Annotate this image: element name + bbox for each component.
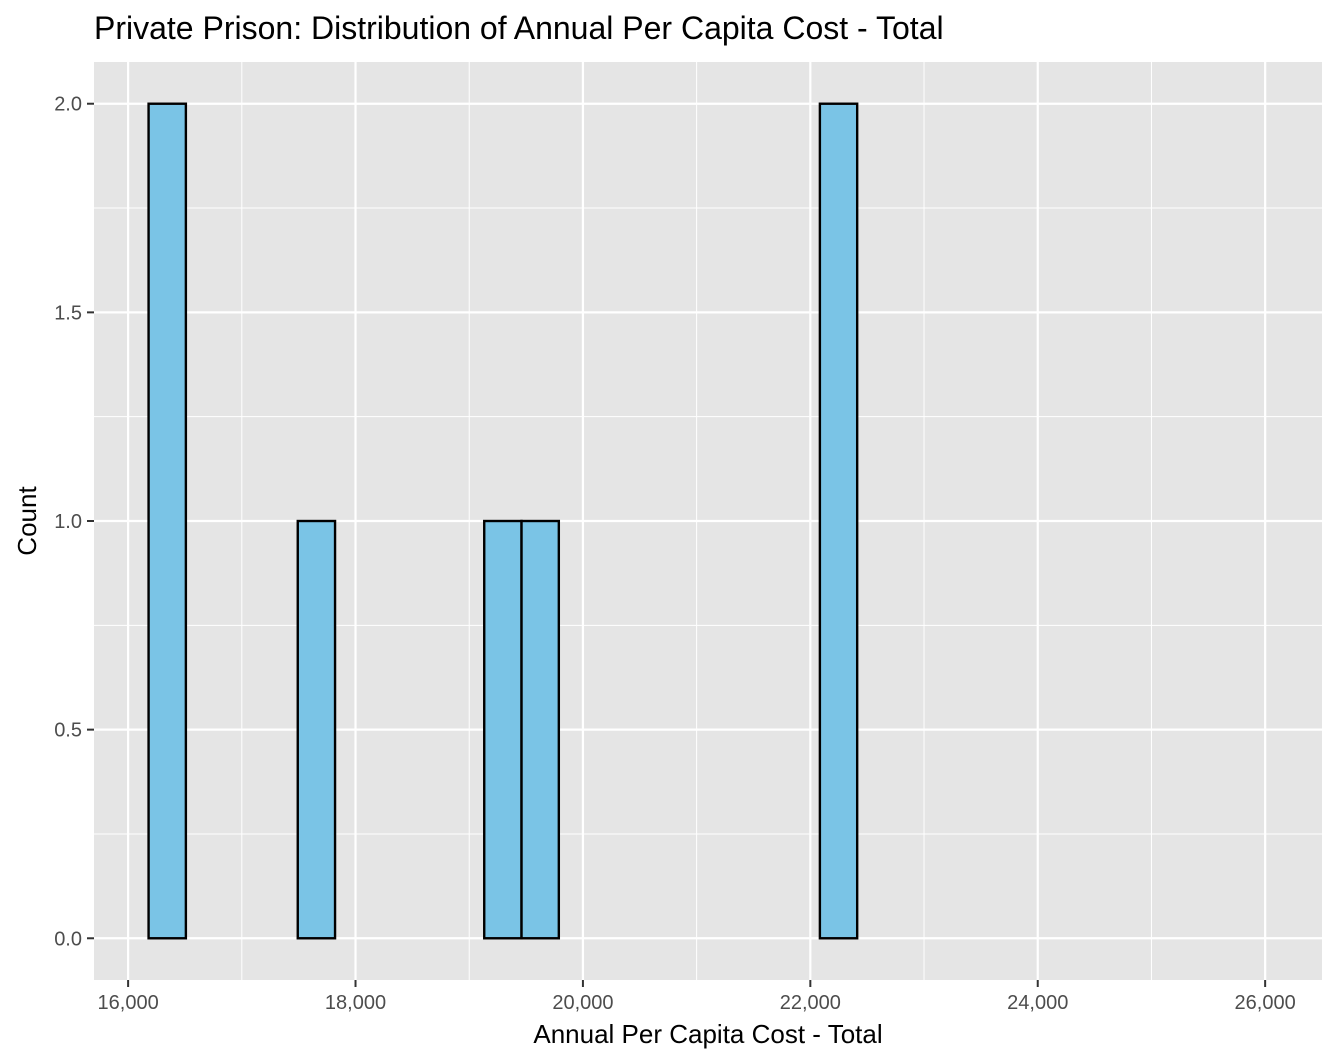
histogram-bars [147,102,859,940]
y-tick-label: 0.5 [54,720,82,742]
histogram-bar [818,102,859,940]
x-tick-label: 24,000 [1007,992,1068,1014]
y-tick-label: 0.0 [54,928,82,950]
y-tick-label: 1.0 [54,511,82,533]
histogram-bar [483,519,523,940]
y-axis: 0.0 0.5 1.0 1.5 2.0 [54,94,94,950]
histogram-bar [296,519,337,940]
y-axis-title: Count [12,486,42,556]
x-tick-label: 16,000 [98,992,159,1014]
grid-lines [94,62,1322,980]
x-tick-label: 18,000 [325,992,386,1014]
x-tick-label: 26,000 [1235,992,1296,1014]
x-tick-label: 20,000 [552,992,613,1014]
x-axis-title: Annual Per Capita Cost - Total [533,1019,882,1049]
chart-title: Private Prison: Distribution of Annual P… [94,10,944,46]
x-axis: 16,000 18,000 20,000 22,000 24,000 26,000 [98,980,1296,1014]
y-tick-label: 1.5 [54,302,82,324]
x-tick-label: 22,000 [780,992,841,1014]
y-tick-label: 2.0 [54,94,82,116]
histogram-bar [520,519,561,940]
histogram-bar [147,102,188,940]
